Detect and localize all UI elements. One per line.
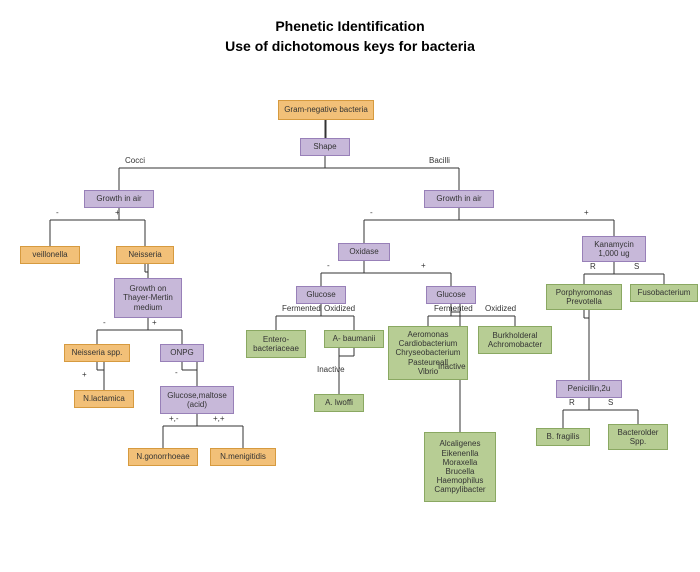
node-shape: Shape bbox=[300, 138, 350, 156]
node-ngon: N.gonorrhoeae bbox=[128, 448, 198, 466]
edge-label: S bbox=[608, 398, 613, 407]
node-bfrag: B. fragilis bbox=[536, 428, 590, 446]
node-kana: Kanamycin1,000 ug bbox=[582, 236, 646, 262]
node-alcal: AlcaligenesEikenenllaMoraxellaBrucellaHa… bbox=[424, 432, 496, 502]
node-gair_l: Growth in air bbox=[84, 190, 154, 208]
edge-label: Fermented bbox=[282, 304, 321, 313]
node-penic: Penicillin,2u bbox=[556, 380, 622, 398]
edge-label: Inactive bbox=[317, 365, 345, 374]
edge-label: - bbox=[175, 368, 178, 377]
node-oxidase: Oxidase bbox=[338, 243, 390, 261]
edge-label: +,- bbox=[169, 414, 179, 423]
edge-label: Fermented bbox=[434, 304, 473, 313]
node-nlact: N.lactamica bbox=[74, 390, 134, 408]
edge-label: - bbox=[370, 208, 373, 217]
edge-label: R bbox=[590, 262, 596, 271]
node-abaum: A- baumanii bbox=[324, 330, 384, 348]
edge-label: + bbox=[152, 318, 157, 327]
node-fuso: Fusobacterium bbox=[630, 284, 698, 302]
node-thayer: Growth onThayer-Mertinmedium bbox=[114, 278, 182, 318]
node-veil: veillonella bbox=[20, 246, 80, 264]
edge-label: R bbox=[569, 398, 575, 407]
edge-label: - bbox=[103, 318, 106, 327]
edge-label: Inactive bbox=[438, 362, 466, 371]
node-gluc_r: Glucose bbox=[426, 286, 476, 304]
edge-label: S bbox=[634, 262, 639, 271]
edge-label: - bbox=[56, 208, 59, 217]
node-aero: AeromonasCardiobacteriumChryseobacterium… bbox=[388, 326, 468, 380]
node-alwoffi: A. lwoffi bbox=[314, 394, 364, 412]
node-root: Gram-negative bacteria bbox=[278, 100, 374, 120]
node-gluc_l: Glucose bbox=[296, 286, 346, 304]
node-neis: Neisseria bbox=[116, 246, 174, 264]
node-nmen: N.menigitidis bbox=[210, 448, 276, 466]
edge-label: Oxidized bbox=[485, 304, 516, 313]
node-porph: PorphyromonasPrevotella bbox=[546, 284, 622, 310]
edge-label: Bacilli bbox=[429, 156, 450, 165]
node-entero: Entero-bacteriaceae bbox=[246, 330, 306, 358]
edge-label: + bbox=[421, 261, 426, 270]
edge-label: Cocci bbox=[125, 156, 145, 165]
edge-label: - bbox=[327, 261, 330, 270]
node-burk: BurkholderalAchromobacter bbox=[478, 326, 552, 354]
node-onpg: ONPG bbox=[160, 344, 204, 362]
title-line-2: Use of dichotomous keys for bacteria bbox=[0, 38, 700, 54]
edge-label: + bbox=[584, 208, 589, 217]
node-bactspp: BacterolderSpp. bbox=[608, 424, 668, 450]
edge-label: Oxidized bbox=[324, 304, 355, 313]
node-neis_spp: Neisseria spp. bbox=[64, 344, 130, 362]
edge-label: + bbox=[115, 208, 120, 217]
node-glucmalt: Glucose,maltose(acid) bbox=[160, 386, 234, 414]
title-line-1: Phenetic Identification bbox=[0, 18, 700, 34]
edge-label: +,+ bbox=[213, 414, 225, 423]
node-gair_r: Growth in air bbox=[424, 190, 494, 208]
edge-label: + bbox=[82, 370, 87, 379]
